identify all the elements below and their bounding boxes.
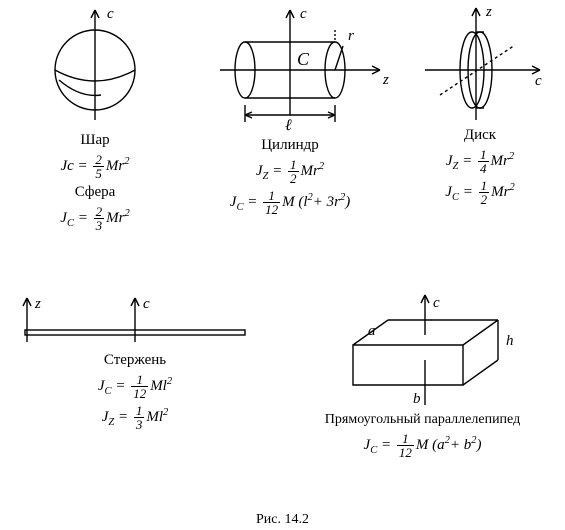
cylinder-formula-2: JC = 112M (l2+ 3r2) [185,189,395,216]
sphere-axis-label: c [107,6,114,22]
sphere-diagram: c [35,0,155,130]
figure-caption: Рис. 14.2 [0,512,565,528]
disk-formula-1: JZ = 14Mr2 [400,148,560,175]
sphere-cell: c Шар Jc = 25Mr2 Сфера JC = 23Mr2 [10,0,180,236]
sphere-formula-1: Jc = 25Mr2 [10,153,180,180]
cylinder-formula-1: JZ = 12Mr2 [185,158,395,185]
disk-formula-2: JC = 12Mr2 [400,179,560,206]
disk-cell: z c Диск JZ = 14Mr2 JC = 12Mr2 [400,0,560,210]
svg-text:c: c [535,73,542,89]
cuboid-cell: a b h c Прямоугольный параллелепипед JC … [290,290,555,463]
cuboid-title: Прямоугольный параллелепипед [290,412,555,428]
sphere-formula-2: JC = 23Mr2 [10,205,180,232]
svg-text:c: c [433,295,440,311]
svg-text:ℓ: ℓ [285,117,292,134]
rod-formula-2: JZ = 13Ml2 [5,404,265,431]
cylinder-title: Цилиндр [185,137,395,154]
cuboid-formula: JC = 112M (a2+ b2) [290,432,555,459]
svg-text:a: a [368,323,376,339]
disk-title: Диск [400,127,560,144]
cylinder-cell: c z C r ℓ Цилиндр JZ = 12Mr2 JC = 112M (… [185,0,395,220]
rod-cell: z c Стержень JC = 112Ml2 JZ = 13Ml2 [5,290,265,435]
svg-text:z: z [485,4,492,20]
cuboid-diagram: a b h c [313,290,533,410]
svg-text:b: b [413,391,421,407]
svg-text:h: h [506,333,514,349]
svg-text:c: c [300,6,307,22]
svg-text:z: z [382,72,389,88]
disk-diagram: z c [410,0,550,125]
rod-title: Стержень [5,352,265,369]
sphere-title: Шар [10,132,180,149]
svg-text:z: z [34,296,41,312]
svg-text:r: r [348,28,354,44]
rod-diagram: z c [5,290,265,350]
svg-text:c: c [143,296,150,312]
sphere-subtitle: Сфера [10,184,180,201]
svg-text:C: C [297,49,310,69]
cylinder-diagram: c z C r ℓ [185,0,395,135]
rod-formula-1: JC = 112Ml2 [5,373,265,400]
